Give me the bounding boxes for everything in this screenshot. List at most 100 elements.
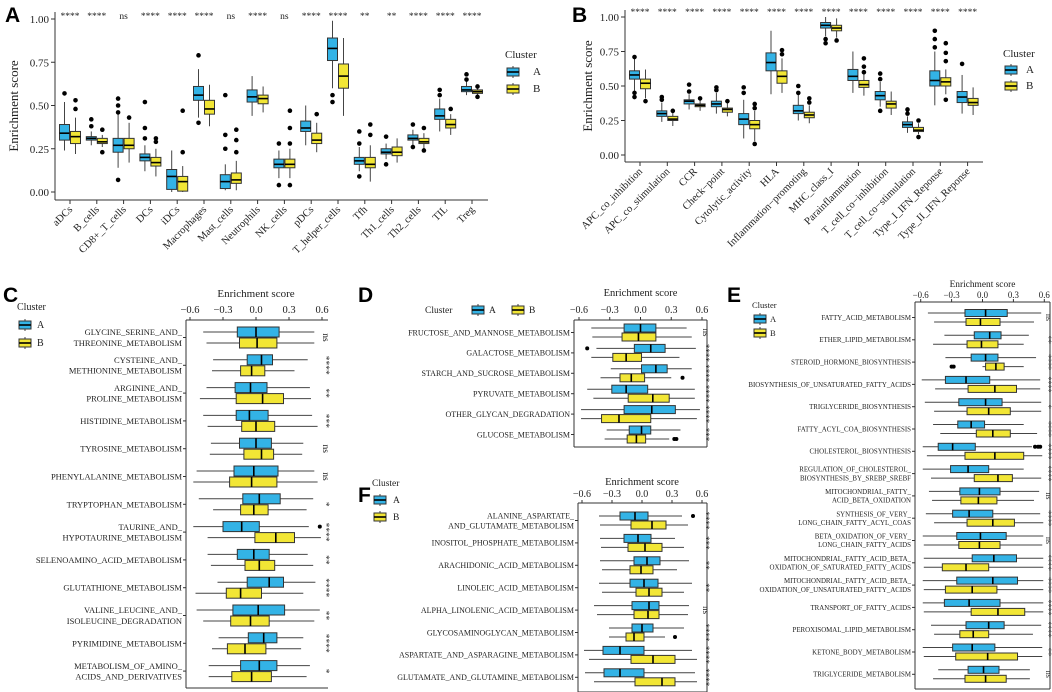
- outlier-point: [115, 96, 121, 101]
- y-tick-label: HYPOTAURINE_METABOLISM: [62, 532, 182, 542]
- x-axis-title: Enrichment score: [604, 288, 678, 299]
- box-a: [924, 398, 1042, 407]
- outlier-point: [932, 28, 938, 34]
- outlier-point: [223, 132, 228, 138]
- outlier-point: [448, 106, 454, 112]
- box-b: [967, 87, 979, 115]
- y-axis-title: Enrichment score: [6, 60, 21, 152]
- box-a: [922, 442, 1032, 451]
- significance-label: ****: [701, 405, 711, 424]
- y-tick-label: ACID_BETA_OXIDATION: [832, 498, 911, 505]
- outlier-point: [943, 50, 949, 56]
- y-tick-label: 0.00: [30, 187, 50, 199]
- outlier-point: [115, 103, 121, 108]
- box-iqr: [967, 384, 1017, 393]
- outlier-point: [383, 162, 389, 167]
- box-iqr: [254, 532, 295, 544]
- outlier-point: [234, 137, 239, 143]
- outlier-point: [659, 97, 665, 103]
- y-tick-label: INOSITOL_PHOSPHATE_METABOLISM: [432, 539, 574, 548]
- significance-label: ****: [248, 12, 267, 22]
- box-a: [219, 164, 231, 191]
- legend-key-b: [373, 511, 387, 523]
- box-b: [609, 632, 665, 642]
- box-b: [199, 393, 311, 405]
- outlier-point: [673, 635, 677, 639]
- outlier-point: [464, 77, 469, 82]
- x-tick-label: −0.6: [573, 489, 591, 500]
- significance-label: ****: [631, 8, 650, 18]
- outlier-point: [680, 375, 685, 380]
- box-a: [166, 150, 178, 192]
- y-tick-label: OTHER_GLYCAN_DEGRADATION: [445, 410, 570, 419]
- box-iqr: [380, 148, 392, 155]
- panel-d: D Cluster A B Enrichment score −0.6 −0.3 0.0 0.3…: [358, 284, 711, 448]
- outlier-point: [796, 90, 801, 96]
- box-b: [931, 474, 1042, 483]
- box-b: [418, 133, 430, 149]
- box-a: [193, 69, 204, 118]
- box-iqr: [973, 474, 1013, 483]
- outlier-point: [100, 127, 105, 133]
- outlier-point: [1033, 444, 1038, 449]
- box-a: [599, 578, 692, 588]
- y-tick-label: GLYCINE_SERINE_AND_: [85, 327, 183, 337]
- significance-label: ****: [712, 8, 731, 18]
- legend-label: A: [533, 66, 541, 78]
- legend-title: Cluster: [752, 300, 777, 310]
- x-tick-label: Treg: [456, 204, 478, 226]
- outlier-point: [89, 123, 94, 129]
- outlier-point: [697, 96, 703, 101]
- significance-label: ****: [320, 356, 330, 375]
- box-a: [609, 623, 684, 633]
- outlier-point: [223, 92, 228, 98]
- significance-label: ns: [1044, 492, 1052, 499]
- box-a: [933, 420, 1024, 429]
- box-a: [921, 375, 1041, 384]
- box-b: [212, 365, 295, 377]
- box-a: [820, 17, 832, 37]
- outlier-point: [153, 136, 159, 141]
- legend-title: Cluster: [425, 306, 453, 316]
- box-a: [218, 632, 304, 644]
- significance-label: ****: [61, 12, 80, 22]
- box-iqr: [627, 393, 670, 403]
- x-tick-label: 0.6: [696, 305, 709, 316]
- outlier-point: [943, 40, 949, 46]
- box-b: [207, 532, 321, 544]
- box-iqr: [966, 518, 1015, 527]
- box-b: [195, 587, 304, 599]
- significance-label: ****: [767, 8, 786, 18]
- box-iqr: [257, 94, 269, 105]
- box-b: [934, 630, 1033, 639]
- significance-label: ns: [1044, 537, 1052, 544]
- box-a: [353, 147, 365, 172]
- outlier-point: [951, 364, 956, 369]
- significance-label: ****: [87, 12, 106, 22]
- box-b: [589, 654, 697, 664]
- outlier-point: [142, 125, 148, 131]
- box-a: [210, 437, 304, 449]
- outlier-point: [877, 71, 883, 76]
- box-iqr: [847, 68, 859, 81]
- box-a: [600, 533, 675, 543]
- outlier-point: [752, 105, 757, 111]
- box-iqr: [944, 375, 991, 384]
- box-b: [604, 434, 670, 444]
- x-tick-label: 0.0: [977, 290, 989, 300]
- box-a: [217, 576, 316, 588]
- outlier-point: [126, 115, 132, 120]
- y-tick-label: LINOLEIC_ACID_METABOLISM: [457, 584, 574, 593]
- box-iqr: [418, 137, 430, 145]
- y-tick-label: ETHER_LIPID_METABOLISM: [819, 337, 911, 344]
- significance-label: ****: [701, 364, 711, 383]
- box-b: [600, 373, 672, 383]
- significance-label: **: [320, 555, 330, 565]
- outlier-point: [741, 90, 746, 96]
- box-iqr: [407, 134, 419, 141]
- outlier-point: [943, 58, 949, 64]
- legend-key-a: [18, 319, 32, 331]
